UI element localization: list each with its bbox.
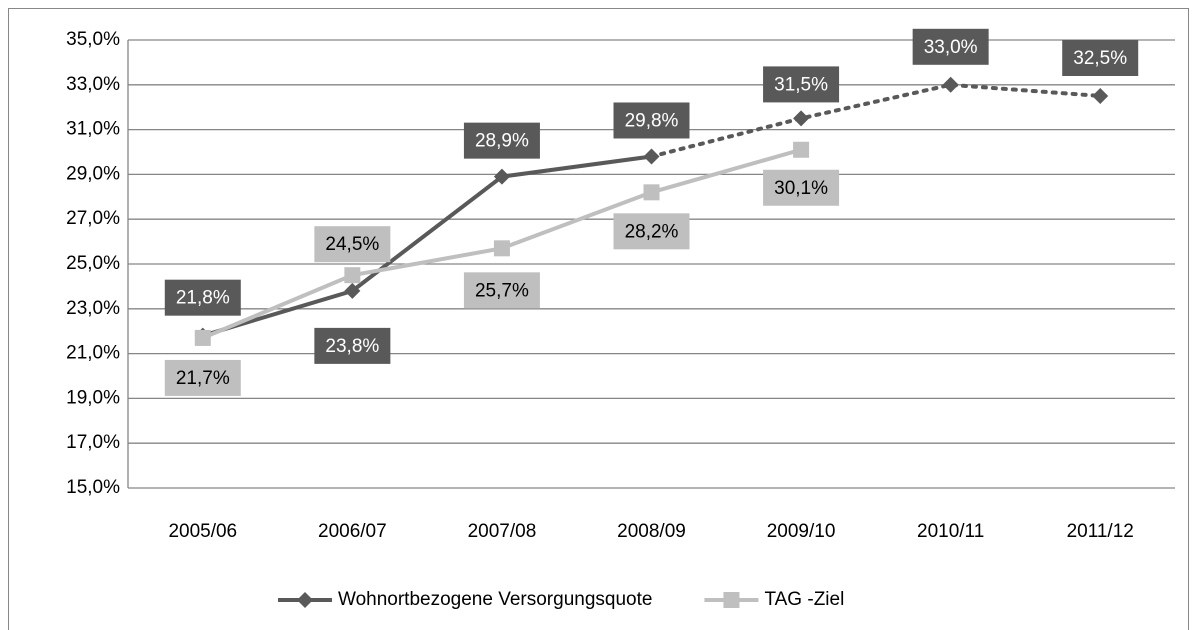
data-label-box	[763, 169, 840, 206]
data-label-box	[1062, 40, 1139, 76]
data-label-box	[912, 28, 989, 65]
data-label-box	[613, 102, 690, 139]
chart-frame	[8, 8, 1189, 630]
y-tick-label: 19,0%	[66, 387, 120, 408]
data-label-box	[613, 213, 690, 250]
x-tick-label: 2005/06	[168, 521, 237, 542]
x-tick-label: 2007/08	[468, 521, 537, 542]
marker	[344, 267, 361, 284]
data-label-box	[463, 272, 540, 309]
legend-marker	[297, 592, 313, 608]
marker	[793, 110, 810, 127]
x-tick-label: 2009/10	[767, 521, 836, 542]
data-label: 28,9%	[475, 131, 529, 152]
data-label: 31,5%	[774, 74, 828, 95]
marker	[793, 141, 810, 158]
y-tick-label: 31,0%	[66, 119, 120, 140]
y-tick-label: 33,0%	[66, 74, 120, 95]
data-label: 28,2%	[625, 221, 679, 242]
x-tick-label: 2011/12	[1067, 521, 1134, 542]
series-line	[202, 154, 652, 338]
y-tick-label: 17,0%	[66, 432, 120, 453]
y-tick-label: 25,0%	[66, 253, 120, 274]
data-label-box	[314, 226, 391, 263]
data-label-box	[314, 327, 391, 364]
data-label: 32,5%	[1073, 48, 1127, 69]
x-tick-label: 2010/11	[917, 521, 984, 542]
marker	[344, 282, 361, 299]
data-label: 33,0%	[924, 37, 978, 58]
data-label-box	[463, 122, 540, 159]
data-label: 24,5%	[325, 234, 379, 255]
marker	[643, 148, 660, 165]
data-label: 30,1%	[774, 178, 828, 199]
data-label: 29,8%	[625, 110, 679, 131]
x-tick-label: 2006/07	[318, 521, 387, 542]
data-label: 25,7%	[475, 280, 529, 301]
data-label: 23,8%	[325, 336, 379, 357]
y-tick-label: 29,0%	[66, 163, 120, 184]
y-tick-label: 27,0%	[66, 208, 120, 229]
data-label-box	[164, 359, 241, 396]
legend-label: Wohnortbezogene Versorgungsquote	[338, 589, 652, 610]
data-label: 21,7%	[176, 368, 230, 389]
y-tick-label: 21,0%	[66, 343, 120, 364]
marker	[493, 168, 510, 185]
series: 21,8% 23,8% 28,9% 29,8% 31,5% 33,0% 32,5%	[164, 28, 1139, 364]
marker	[1092, 88, 1109, 104]
marker	[942, 76, 959, 93]
data-label-box	[164, 279, 241, 316]
data-label: 21,8%	[176, 288, 230, 309]
series: 21,7% 24,5% 25,7% 28,2% 30,1%	[164, 141, 840, 396]
marker	[493, 240, 510, 257]
series-line	[649, 82, 1103, 159]
marker	[643, 184, 660, 201]
x-tick-label: 2008/09	[617, 521, 686, 542]
y-tick-label: 35,0%	[66, 29, 120, 50]
y-tick-label: 15,0%	[66, 477, 120, 498]
marker	[194, 329, 211, 346]
y-tick-label: 23,0%	[66, 298, 120, 319]
legend-label: TAG -Ziel	[764, 589, 844, 610]
data-label-box	[763, 66, 840, 103]
legend-marker	[723, 592, 740, 608]
